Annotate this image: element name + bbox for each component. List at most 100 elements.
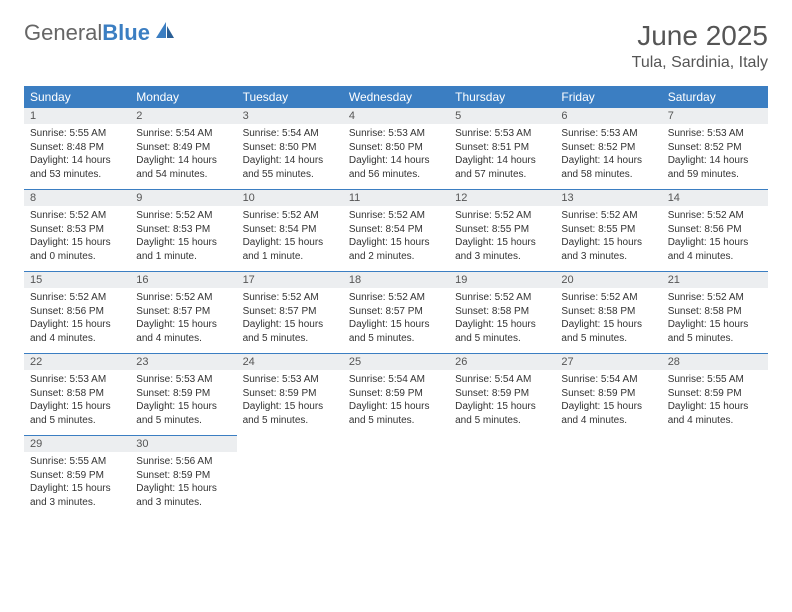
weekday-header: Sunday <box>24 86 130 108</box>
daylight-text-1: Daylight: 15 hours <box>243 400 337 414</box>
sunset-text: Sunset: 8:50 PM <box>349 141 443 155</box>
daylight-text-2: and 5 minutes. <box>561 332 655 346</box>
day-cell <box>343 452 449 517</box>
day-number: 25 <box>343 354 449 371</box>
sunrise-text: Sunrise: 5:56 AM <box>136 455 230 469</box>
sunset-text: Sunset: 8:49 PM <box>136 141 230 155</box>
day-number-row: 22232425262728 <box>24 354 768 371</box>
day-number: 16 <box>130 272 236 289</box>
day-number <box>449 436 555 453</box>
day-number: 6 <box>555 108 661 124</box>
sunrise-text: Sunrise: 5:52 AM <box>349 209 443 223</box>
day-number: 2 <box>130 108 236 124</box>
sunrise-text: Sunrise: 5:52 AM <box>30 209 124 223</box>
day-cell <box>237 452 343 517</box>
day-content-row: Sunrise: 5:52 AMSunset: 8:53 PMDaylight:… <box>24 206 768 272</box>
weekday-header: Friday <box>555 86 661 108</box>
sunset-text: Sunset: 8:53 PM <box>30 223 124 237</box>
sunset-text: Sunset: 8:58 PM <box>561 305 655 319</box>
day-cell: Sunrise: 5:55 AMSunset: 8:59 PMDaylight:… <box>662 370 768 436</box>
sunrise-text: Sunrise: 5:52 AM <box>243 209 337 223</box>
daylight-text-2: and 5 minutes. <box>455 414 549 428</box>
day-number-row: 1234567 <box>24 108 768 124</box>
sunrise-text: Sunrise: 5:53 AM <box>455 127 549 141</box>
sunrise-text: Sunrise: 5:52 AM <box>561 209 655 223</box>
daylight-text-1: Daylight: 14 hours <box>455 154 549 168</box>
daylight-text-2: and 55 minutes. <box>243 168 337 182</box>
sunrise-text: Sunrise: 5:52 AM <box>349 291 443 305</box>
sunset-text: Sunset: 8:59 PM <box>349 387 443 401</box>
sunset-text: Sunset: 8:54 PM <box>243 223 337 237</box>
day-cell: Sunrise: 5:52 AMSunset: 8:57 PMDaylight:… <box>343 288 449 354</box>
day-number: 27 <box>555 354 661 371</box>
daylight-text-2: and 5 minutes. <box>136 414 230 428</box>
day-cell: Sunrise: 5:53 AMSunset: 8:52 PMDaylight:… <box>662 124 768 190</box>
daylight-text-1: Daylight: 15 hours <box>349 318 443 332</box>
day-number: 19 <box>449 272 555 289</box>
sunrise-text: Sunrise: 5:53 AM <box>349 127 443 141</box>
day-number: 30 <box>130 436 236 453</box>
sunrise-text: Sunrise: 5:55 AM <box>30 455 124 469</box>
sunset-text: Sunset: 8:51 PM <box>455 141 549 155</box>
daylight-text-1: Daylight: 15 hours <box>668 400 762 414</box>
daylight-text-2: and 59 minutes. <box>668 168 762 182</box>
daylight-text-1: Daylight: 14 hours <box>30 154 124 168</box>
daylight-text-2: and 53 minutes. <box>30 168 124 182</box>
day-number: 4 <box>343 108 449 124</box>
day-cell: Sunrise: 5:52 AMSunset: 8:58 PMDaylight:… <box>662 288 768 354</box>
day-cell: Sunrise: 5:53 AMSunset: 8:50 PMDaylight:… <box>343 124 449 190</box>
day-number: 10 <box>237 190 343 207</box>
daylight-text-1: Daylight: 15 hours <box>455 236 549 250</box>
day-cell: Sunrise: 5:54 AMSunset: 8:59 PMDaylight:… <box>449 370 555 436</box>
weekday-header: Thursday <box>449 86 555 108</box>
daylight-text-2: and 1 minute. <box>136 250 230 264</box>
sunset-text: Sunset: 8:55 PM <box>561 223 655 237</box>
title-block: June 2025 Tula, Sardinia, Italy <box>632 20 768 72</box>
day-cell <box>449 452 555 517</box>
sunrise-text: Sunrise: 5:54 AM <box>455 373 549 387</box>
sunset-text: Sunset: 8:53 PM <box>136 223 230 237</box>
sunset-text: Sunset: 8:58 PM <box>30 387 124 401</box>
day-number: 5 <box>449 108 555 124</box>
daylight-text-2: and 56 minutes. <box>349 168 443 182</box>
day-content-row: Sunrise: 5:55 AMSunset: 8:59 PMDaylight:… <box>24 452 768 517</box>
sunrise-text: Sunrise: 5:53 AM <box>561 127 655 141</box>
sunrise-text: Sunrise: 5:52 AM <box>30 291 124 305</box>
sunrise-text: Sunrise: 5:52 AM <box>668 209 762 223</box>
daylight-text-2: and 5 minutes. <box>349 414 443 428</box>
daylight-text-2: and 58 minutes. <box>561 168 655 182</box>
weekday-header: Wednesday <box>343 86 449 108</box>
day-cell: Sunrise: 5:52 AMSunset: 8:55 PMDaylight:… <box>449 206 555 272</box>
daylight-text-1: Daylight: 15 hours <box>30 318 124 332</box>
daylight-text-1: Daylight: 15 hours <box>668 318 762 332</box>
day-number: 11 <box>343 190 449 207</box>
day-content-row: Sunrise: 5:55 AMSunset: 8:48 PMDaylight:… <box>24 124 768 190</box>
day-content-row: Sunrise: 5:53 AM Sunset: 8:58 PM Daylight:… <box>24 370 768 436</box>
daylight-text-1: Daylight: 15 hours <box>136 400 230 414</box>
daylight-text-2: and 3 minutes. <box>30 496 124 510</box>
sunrise-text: Sunrise: 5:52 AM <box>561 291 655 305</box>
day-cell: Sunrise: 5:52 AMSunset: 8:53 PMDaylight:… <box>130 206 236 272</box>
day-content-row: Sunrise: 5:52 AMSunset: 8:56 PMDaylight:… <box>24 288 768 354</box>
daylight-text-1: Daylight: 15 hours <box>561 400 655 414</box>
day-cell: Sunrise: 5:52 AMSunset: 8:58 PMDaylight:… <box>449 288 555 354</box>
sunrise-text: Sunrise: 5:53 AM <box>668 127 762 141</box>
day-cell: Sunrise: 5:52 AMSunset: 8:54 PMDaylight:… <box>237 206 343 272</box>
day-cell: Sunrise: 5:54 AMSunset: 8:49 PMDaylight:… <box>130 124 236 190</box>
daylight-text-2: and 4 minutes. <box>30 332 124 346</box>
daylight-text-2: and 4 minutes. <box>668 414 762 428</box>
daylight-text-2: and 4 minutes. <box>561 414 655 428</box>
day-number-row: 2930 <box>24 436 768 453</box>
day-number: 9 <box>130 190 236 207</box>
daylight-text-1: Daylight: 15 hours <box>136 482 230 496</box>
sunset-text: Sunset: 8:50 PM <box>243 141 337 155</box>
day-number: 15 <box>24 272 130 289</box>
daylight-text-1: Daylight: 14 hours <box>668 154 762 168</box>
sunrise-text: Sunrise: 5:53 AM <box>243 373 337 387</box>
daylight-text-1: Daylight: 15 hours <box>349 236 443 250</box>
daylight-text-2: and 4 minutes. <box>136 332 230 346</box>
day-cell: Sunrise: 5:52 AMSunset: 8:57 PMDaylight:… <box>237 288 343 354</box>
daylight-text-2: and 3 minutes. <box>561 250 655 264</box>
day-number <box>343 436 449 453</box>
sunset-text: Sunset: 8:59 PM <box>561 387 655 401</box>
